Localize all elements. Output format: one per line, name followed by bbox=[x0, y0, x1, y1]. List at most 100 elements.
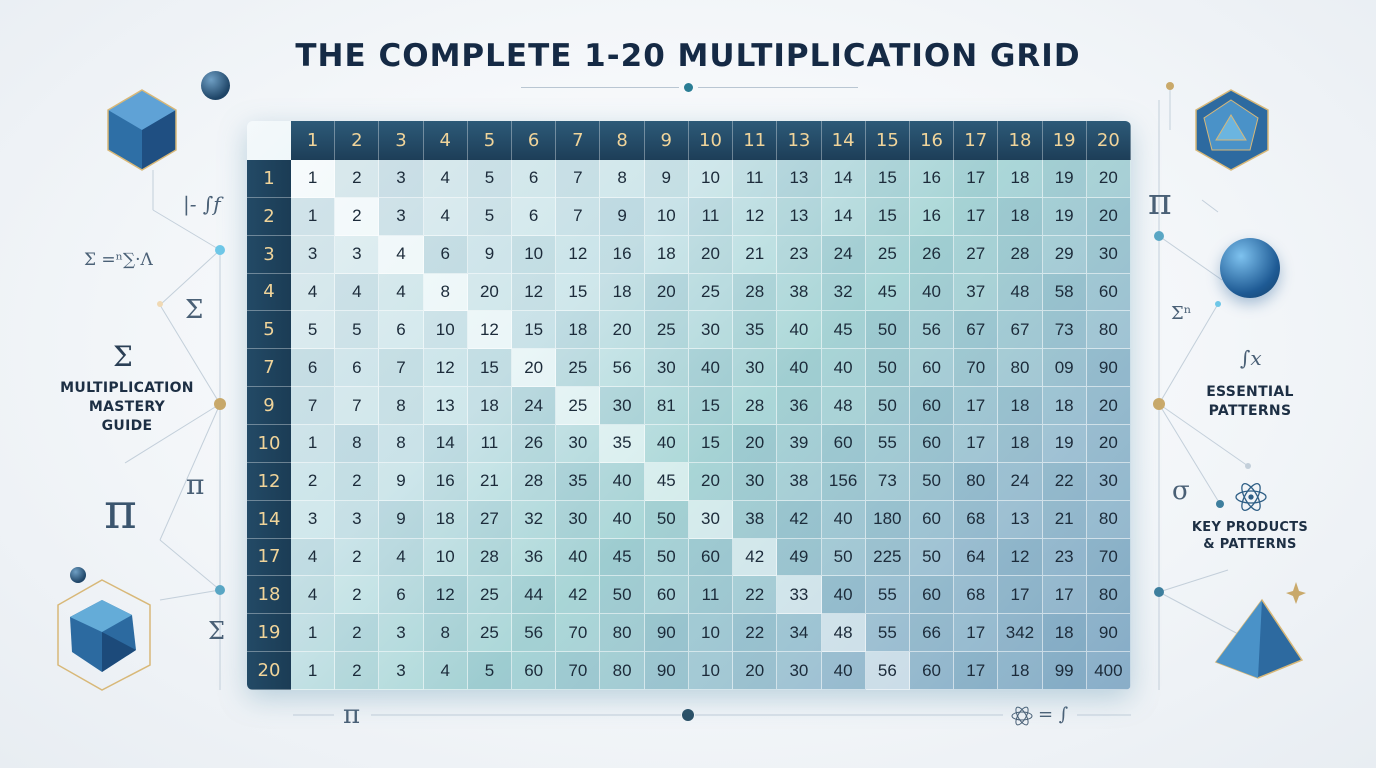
grid-cell: 400 bbox=[1086, 652, 1131, 690]
grid-cell: 14 bbox=[821, 197, 866, 236]
grid-cell: 55 bbox=[865, 576, 910, 615]
grid-cell: 39 bbox=[777, 425, 822, 463]
grid-cell: 1 bbox=[291, 614, 336, 653]
grid-cell: 6 bbox=[379, 576, 424, 615]
grid-cell: 19 bbox=[1042, 425, 1087, 463]
grid-cell: 6 bbox=[423, 235, 468, 274]
grid-cell: 25 bbox=[467, 614, 513, 653]
grid-cell: 2 bbox=[335, 160, 380, 198]
grid-cell: 180 bbox=[865, 500, 910, 539]
grid-cell: 2 bbox=[335, 462, 380, 501]
grid-cell: 80 bbox=[600, 614, 645, 653]
grid-cell: 36 bbox=[512, 538, 557, 577]
grid-cell: 13 bbox=[777, 197, 822, 236]
grid-cell: 50 bbox=[865, 387, 910, 425]
grid-cell: 225 bbox=[865, 538, 910, 577]
grid-cell: 20 bbox=[1086, 425, 1131, 463]
grid-cell: 80 bbox=[1086, 576, 1131, 615]
grid-cell: 10 bbox=[512, 235, 557, 274]
icosahedron-icon-right bbox=[1195, 89, 1269, 171]
grid-cell: 60 bbox=[909, 349, 955, 388]
row-header: 19 bbox=[247, 614, 291, 653]
grid-cell: 48 bbox=[998, 273, 1043, 312]
grid-cell: 17 bbox=[954, 614, 999, 653]
grid-cell: 60 bbox=[1086, 273, 1131, 312]
column-header: 10 bbox=[688, 121, 734, 160]
grid-cell: 20 bbox=[467, 273, 513, 312]
grid-cell: 16 bbox=[423, 462, 468, 501]
grid-cell: 28 bbox=[733, 387, 778, 425]
grid-cell: 80 bbox=[954, 462, 999, 501]
grid-cell: 25 bbox=[865, 235, 910, 274]
row-header: 4 bbox=[247, 273, 291, 312]
grid-cell: 13 bbox=[777, 160, 822, 198]
grid-cell: 36 bbox=[777, 387, 822, 425]
grid-cell: 40 bbox=[688, 349, 734, 388]
grid-cell: 20 bbox=[644, 273, 689, 312]
atom-icon bbox=[1235, 483, 1267, 511]
grid-cell: 23 bbox=[1042, 538, 1087, 577]
grid-cell: 25 bbox=[644, 311, 689, 350]
grid-cell: 17 bbox=[954, 425, 999, 463]
grid-cell: 9 bbox=[600, 197, 645, 236]
column-header: 6 bbox=[512, 121, 557, 160]
grid-cell: 37 bbox=[954, 273, 999, 312]
grid-cell: 55 bbox=[865, 614, 910, 653]
grid-cell: 90 bbox=[1086, 614, 1131, 653]
grid-cell: 4 bbox=[423, 160, 468, 198]
grid-cell: 12 bbox=[733, 197, 778, 236]
grid-cell: 38 bbox=[777, 462, 822, 501]
left-label: MULTIPLICATION MASTERY GUIDE bbox=[60, 380, 194, 434]
grid-cell: 6 bbox=[512, 197, 557, 236]
grid-cell: 60 bbox=[821, 425, 866, 463]
row-header: 3 bbox=[247, 235, 291, 274]
grid-cell: 25 bbox=[556, 349, 601, 388]
grid-cell: 2 bbox=[335, 652, 380, 690]
column-header: 11 bbox=[733, 121, 778, 160]
grid-cell: 1 bbox=[291, 652, 336, 690]
column-header: 7 bbox=[556, 121, 601, 160]
grid-cell: 67 bbox=[998, 311, 1043, 350]
grid-cell: 21 bbox=[467, 462, 513, 501]
row-header: 10 bbox=[247, 425, 291, 463]
grid-cell: 7 bbox=[335, 387, 380, 425]
grid-cell: 10 bbox=[688, 652, 734, 690]
grid-cell: 56 bbox=[600, 349, 645, 388]
grid-cell: 5 bbox=[467, 160, 513, 198]
grid-cell: 15 bbox=[688, 425, 734, 463]
grid-cell: 18 bbox=[644, 235, 689, 274]
grid-cell: 40 bbox=[600, 500, 645, 539]
grid-cell: 90 bbox=[644, 652, 689, 690]
grid-cell: 67 bbox=[954, 311, 999, 350]
grid-cell: 4 bbox=[335, 273, 380, 312]
sigma-symbol-bottom: Σ bbox=[208, 617, 225, 645]
grid-cell: 60 bbox=[909, 425, 955, 463]
grid-cell: 25 bbox=[467, 576, 513, 615]
icosahedron-icon-left bbox=[57, 579, 151, 691]
grid-cell: 6 bbox=[379, 311, 424, 350]
grid-cell: 18 bbox=[467, 387, 513, 425]
column-header: 2 bbox=[335, 121, 380, 160]
grid-cell: 9 bbox=[467, 235, 513, 274]
grid-cell: 90 bbox=[1086, 349, 1131, 388]
grid-cell: 35 bbox=[733, 311, 778, 350]
grid-cell: 10 bbox=[423, 311, 468, 350]
multiplication-grid: 1 2 3 4 5 6 7 8 9 10 11 13 14 15 16 17 18 19 20 1 2 3 4 5 7 9 10 12… bbox=[247, 121, 1131, 690]
column-header: 17 bbox=[954, 121, 999, 160]
pi-symbol-bottom: π bbox=[343, 700, 361, 730]
grid-cell: 14 bbox=[821, 160, 866, 198]
integral-x-right: ∫x bbox=[1240, 346, 1262, 370]
grid-cell: 12 bbox=[467, 311, 513, 350]
grid-cell: 6 bbox=[291, 349, 336, 388]
grid-cell: 50 bbox=[909, 462, 955, 501]
grid-cell: 15 bbox=[865, 160, 910, 198]
column-header: 9 bbox=[644, 121, 689, 160]
grid-cell: 12 bbox=[998, 538, 1043, 577]
grid-cell: 23 bbox=[777, 235, 822, 274]
column-header: 16 bbox=[909, 121, 955, 160]
grid-cell: 45 bbox=[865, 273, 910, 312]
grid-cell: 35 bbox=[556, 462, 601, 501]
grid-cell: 20 bbox=[512, 349, 557, 388]
grid-cell: 64 bbox=[954, 538, 999, 577]
grid-cell: 30 bbox=[556, 500, 601, 539]
